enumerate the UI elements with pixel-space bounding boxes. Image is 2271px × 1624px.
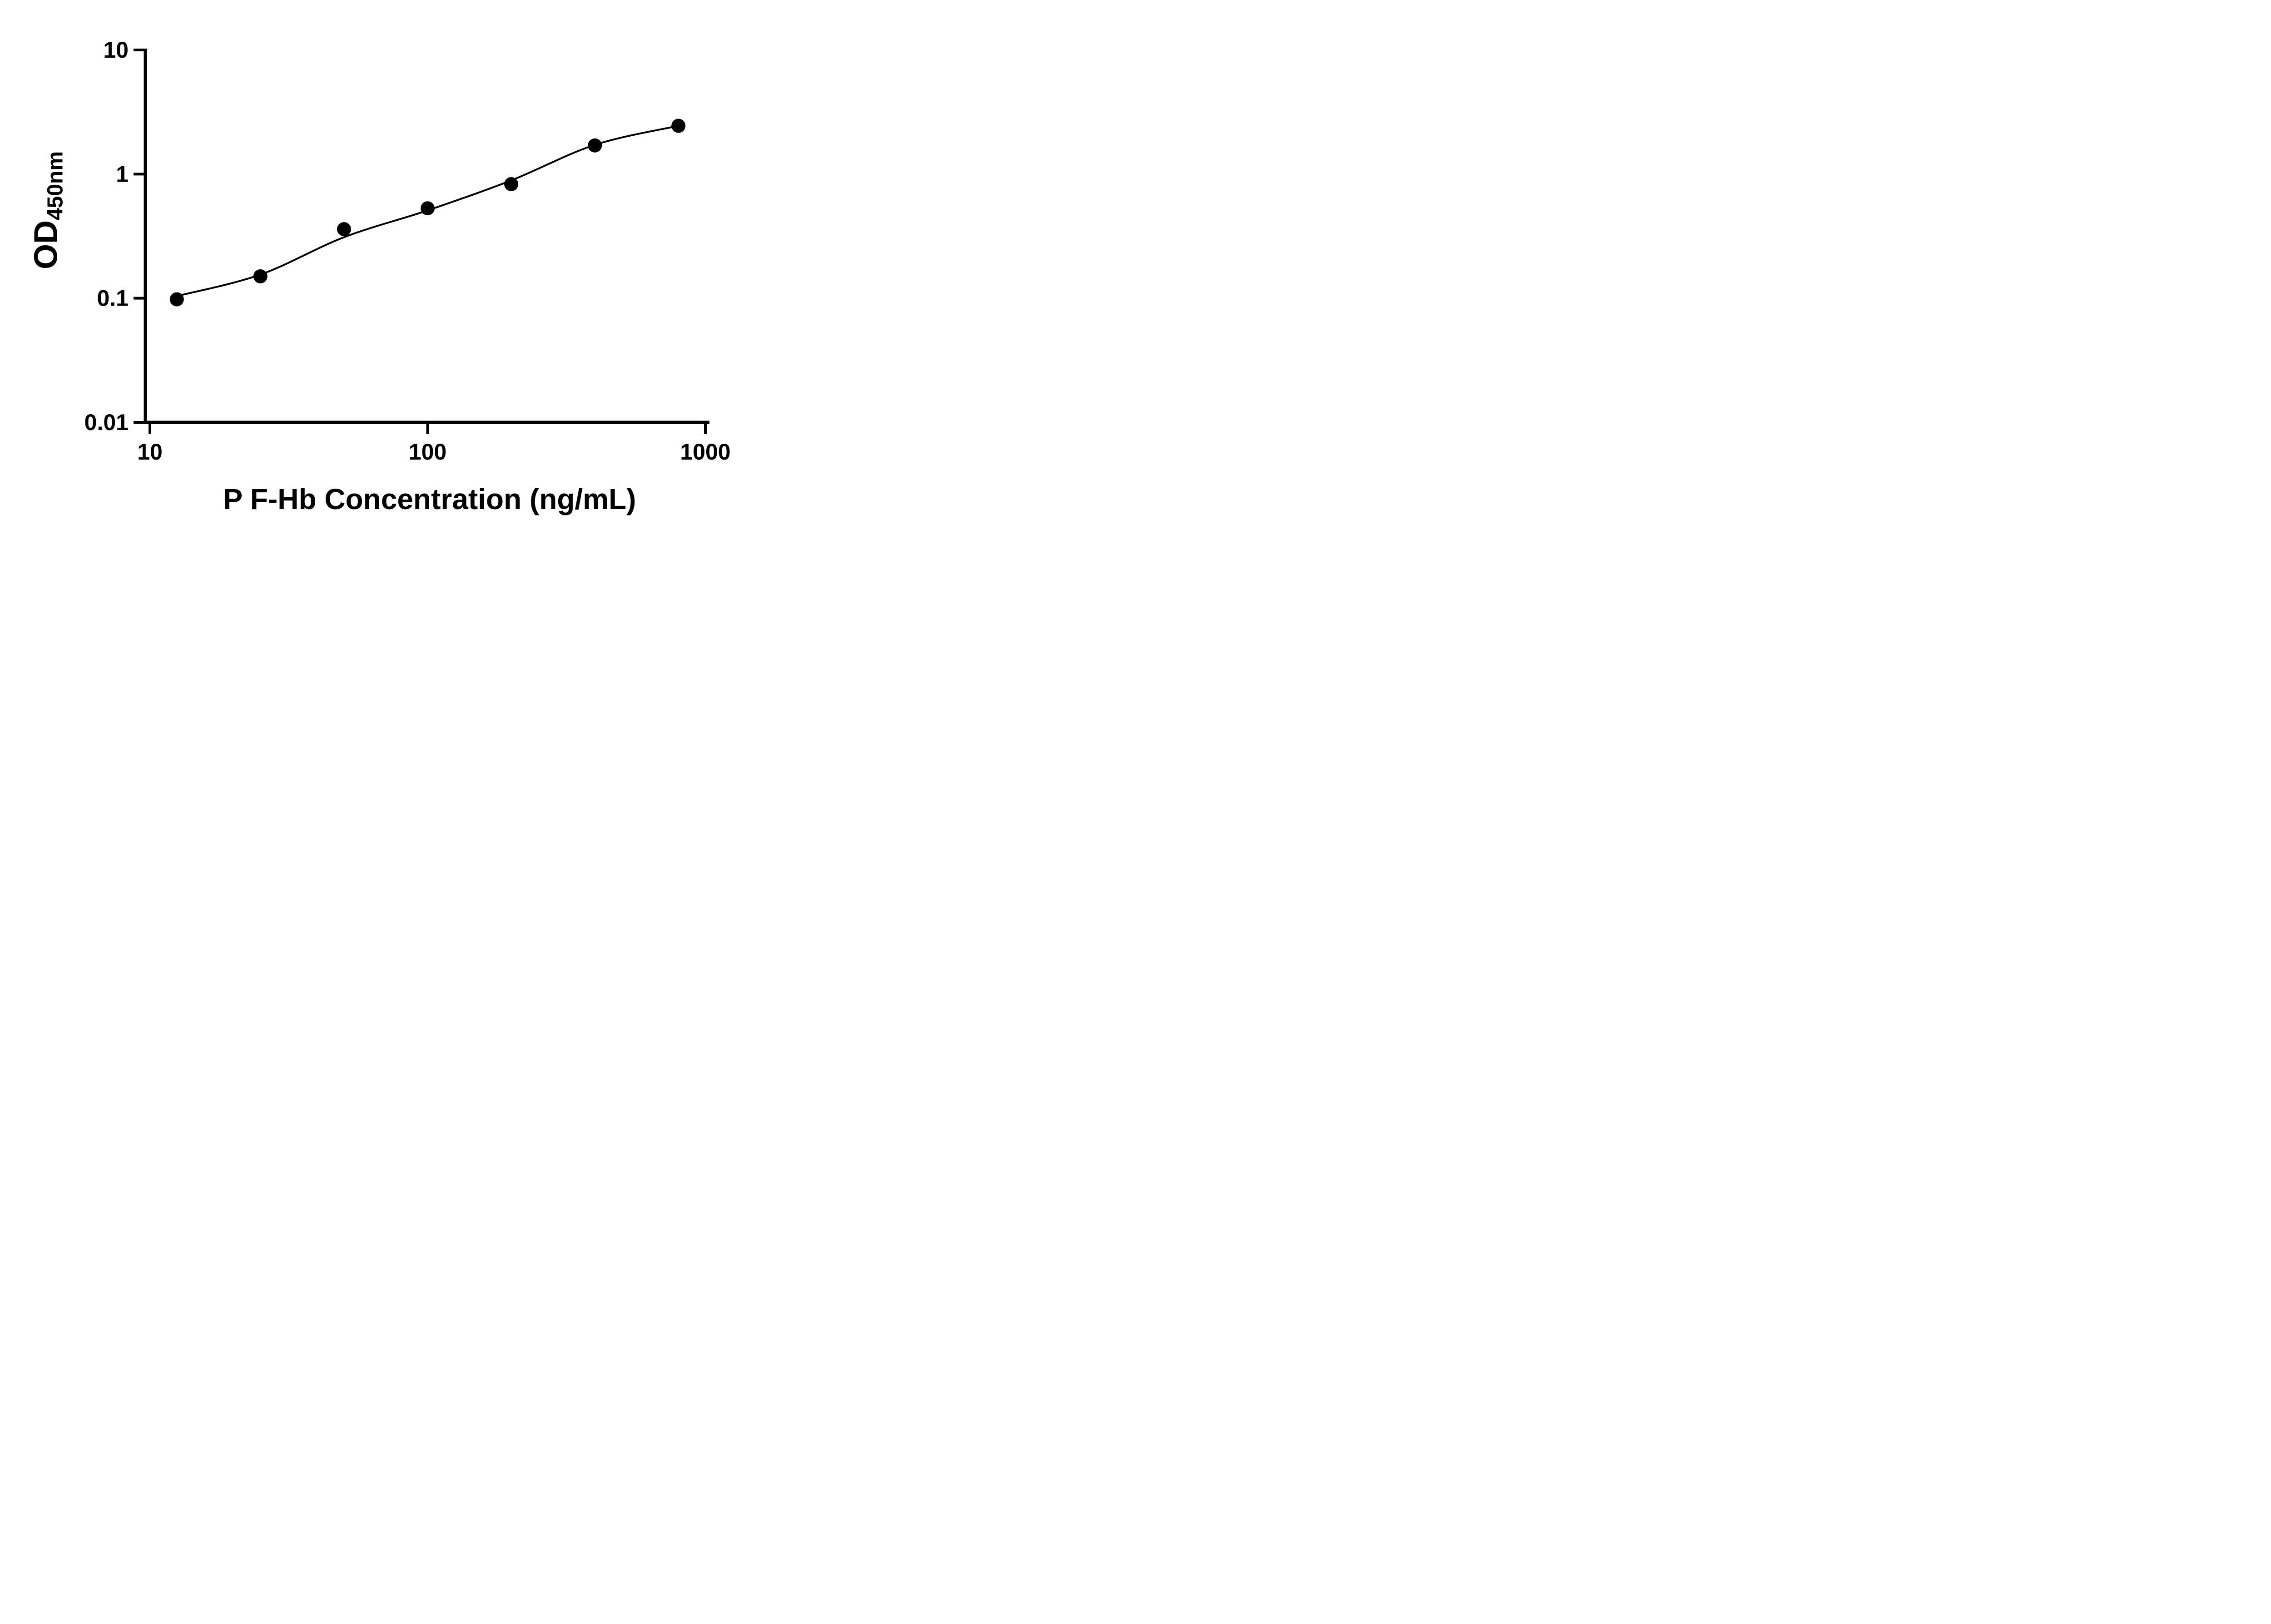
data-point bbox=[504, 177, 519, 191]
y-axis-title-subscript: 450nm bbox=[43, 151, 68, 221]
y-tick-label: 10 bbox=[103, 37, 129, 63]
plot-area: 0.01 0.1 1 10 10 100 1000 bbox=[84, 37, 731, 465]
data-point bbox=[671, 119, 686, 133]
x-tick-label: 10 bbox=[137, 439, 163, 465]
data-point bbox=[169, 292, 184, 307]
axes-spine bbox=[144, 50, 709, 424]
data-point bbox=[337, 222, 351, 237]
data-point bbox=[253, 269, 268, 283]
elisa-standard-curve-figure: 0.01 0.1 1 10 10 100 1000 OD450nm P F-Hb Conce… bbox=[0, 0, 777, 541]
x-axis-title: P F-Hb Concentration (ng/mL) bbox=[223, 483, 636, 515]
y-tick-label: 1 bbox=[116, 161, 129, 187]
y-axis-title: OD450nm bbox=[28, 151, 68, 269]
x-tick-label: 1000 bbox=[680, 439, 730, 465]
y-tick-label: 0.1 bbox=[97, 286, 129, 311]
y-tick-label: 0.01 bbox=[84, 410, 129, 435]
x-tick-label: 100 bbox=[409, 439, 446, 465]
data-point bbox=[421, 201, 435, 216]
y-axis-title-main: OD bbox=[28, 220, 64, 270]
data-point bbox=[588, 138, 602, 153]
